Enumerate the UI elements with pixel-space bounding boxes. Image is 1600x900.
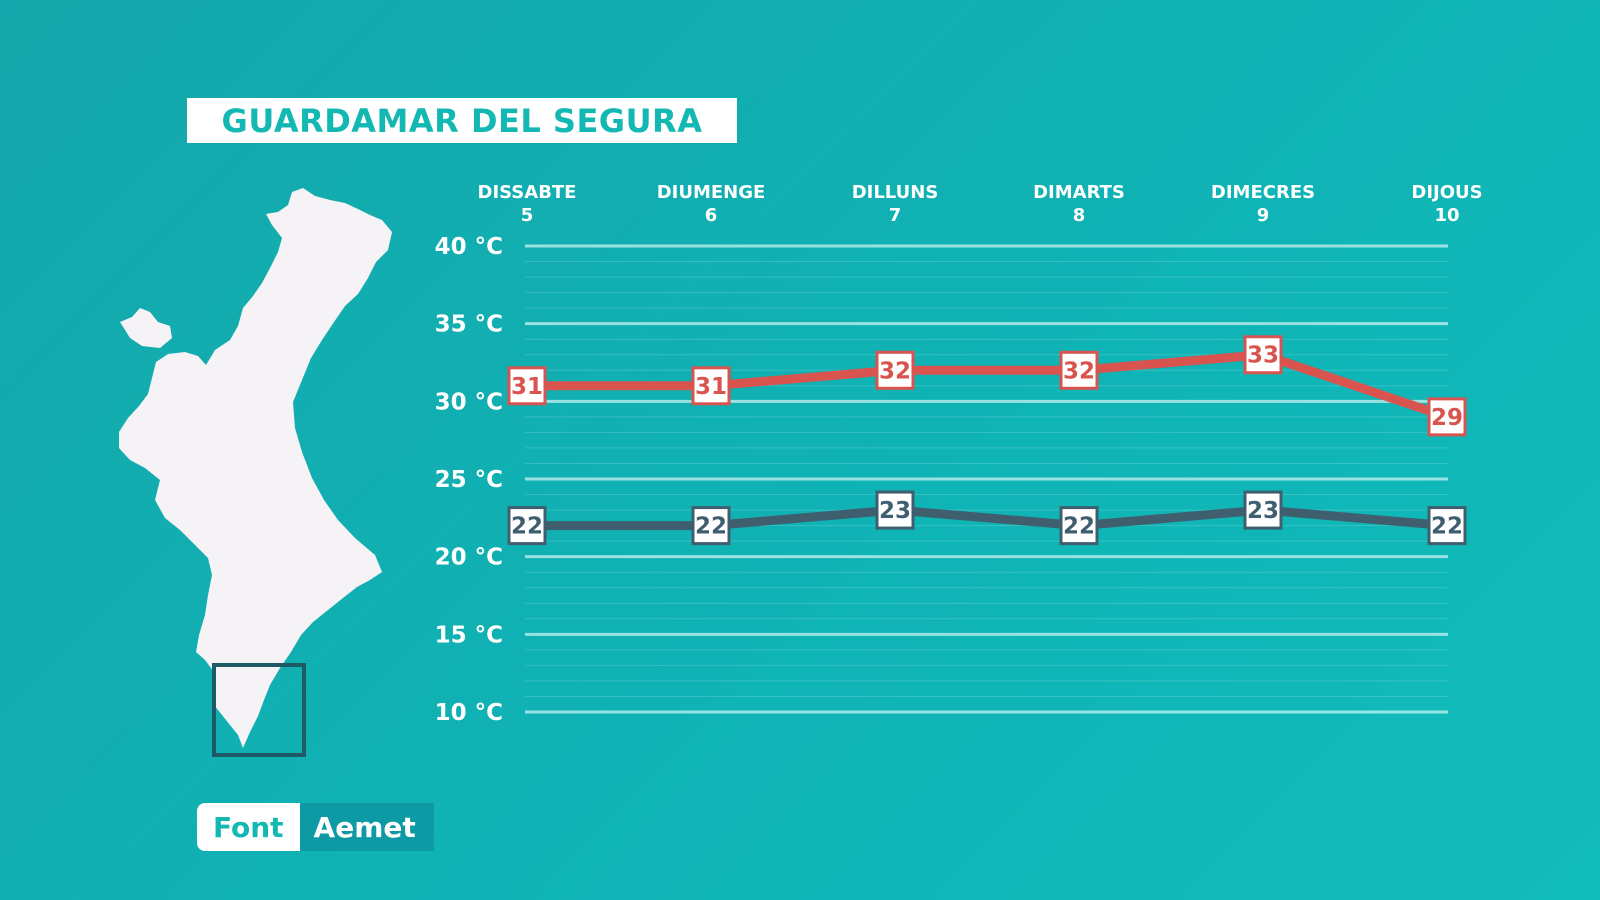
valencian-community-map-icon — [119, 188, 392, 757]
map-shape — [119, 188, 392, 748]
min-temperature-label: 22 — [1063, 514, 1095, 540]
day-name-label: DISSABTE — [478, 182, 577, 203]
day-name-label: DIMECRES — [1211, 182, 1315, 203]
y-axis-ticks: 40 °C 35 °C 30 °C 25 °C 20 °C 15 °C 10 °C — [435, 234, 503, 726]
minor-gridlines — [525, 261, 1448, 697]
max-temperature-marker — [1243, 335, 1283, 375]
max-temperature-series: 31 31 32 32 33 29 — [507, 335, 1467, 437]
source-label: Font — [197, 803, 300, 851]
min-temperature-label: 22 — [1431, 514, 1463, 540]
min-temperature-label: 23 — [879, 498, 911, 524]
day-number-label: 8 — [1073, 205, 1086, 226]
min-temperature-label: 23 — [1247, 498, 1279, 524]
y-tick-label: 25 °C — [435, 467, 503, 493]
map-highlight-box — [212, 663, 306, 757]
max-temperature-line — [527, 350, 1449, 422]
min-temperature-marker — [1243, 490, 1283, 530]
title-box: GUARDAMAR DEL SEGURA — [187, 98, 737, 143]
map-island — [120, 308, 172, 348]
day-name-label: DIMARTS — [1033, 182, 1125, 203]
source-value: Aemet — [299, 803, 434, 851]
y-tick-label: 30 °C — [435, 389, 503, 415]
max-temperature-marker — [1427, 397, 1467, 437]
min-temperature-line — [527, 505, 1448, 531]
min-temperature-marker — [1427, 506, 1467, 546]
day-name-label: DIUMENGE — [657, 182, 766, 203]
min-temperature-label: 22 — [695, 514, 727, 540]
min-temperature-marker — [507, 506, 547, 546]
max-temperature-label: 32 — [1063, 358, 1095, 384]
max-temperature-label: 32 — [879, 358, 911, 384]
max-temperature-label: 31 — [695, 374, 727, 400]
y-tick-label: 40 °C — [435, 234, 503, 260]
max-temperature-marker — [1059, 350, 1099, 390]
max-temperature-marker — [507, 366, 547, 406]
max-temperature-label: 29 — [1431, 405, 1463, 431]
day-number-label: 9 — [1257, 205, 1270, 226]
y-tick-label: 35 °C — [435, 312, 503, 338]
y-tick-label: 20 °C — [435, 545, 503, 571]
day-number-label: 6 — [705, 205, 718, 226]
day-name-label: DILLUNS — [852, 182, 939, 203]
min-temperature-marker — [875, 490, 915, 530]
source-badge: Font Aemet — [197, 803, 434, 851]
day-number-label: 7 — [889, 205, 902, 226]
page-title: GUARDAMAR DEL SEGURA — [221, 101, 703, 140]
min-temperature-series: 22 22 23 22 23 22 — [507, 490, 1467, 546]
min-temperature-marker — [691, 506, 731, 546]
y-tick-label: 15 °C — [435, 622, 503, 648]
max-temperature-marker — [691, 366, 731, 406]
day-number-label: 5 — [521, 205, 534, 226]
min-temperature-marker — [1059, 506, 1099, 546]
y-tick-label: 10 °C — [435, 700, 503, 726]
major-gridlines — [525, 244, 1448, 714]
max-temperature-label: 33 — [1247, 343, 1279, 369]
max-temperature-label: 31 — [511, 374, 543, 400]
max-temperature-marker — [875, 350, 915, 390]
day-number-label: 10 — [1434, 205, 1459, 226]
min-temperature-label: 22 — [511, 514, 543, 540]
region-map — [0, 0, 420, 780]
day-name-label: DIJOUS — [1411, 182, 1482, 203]
